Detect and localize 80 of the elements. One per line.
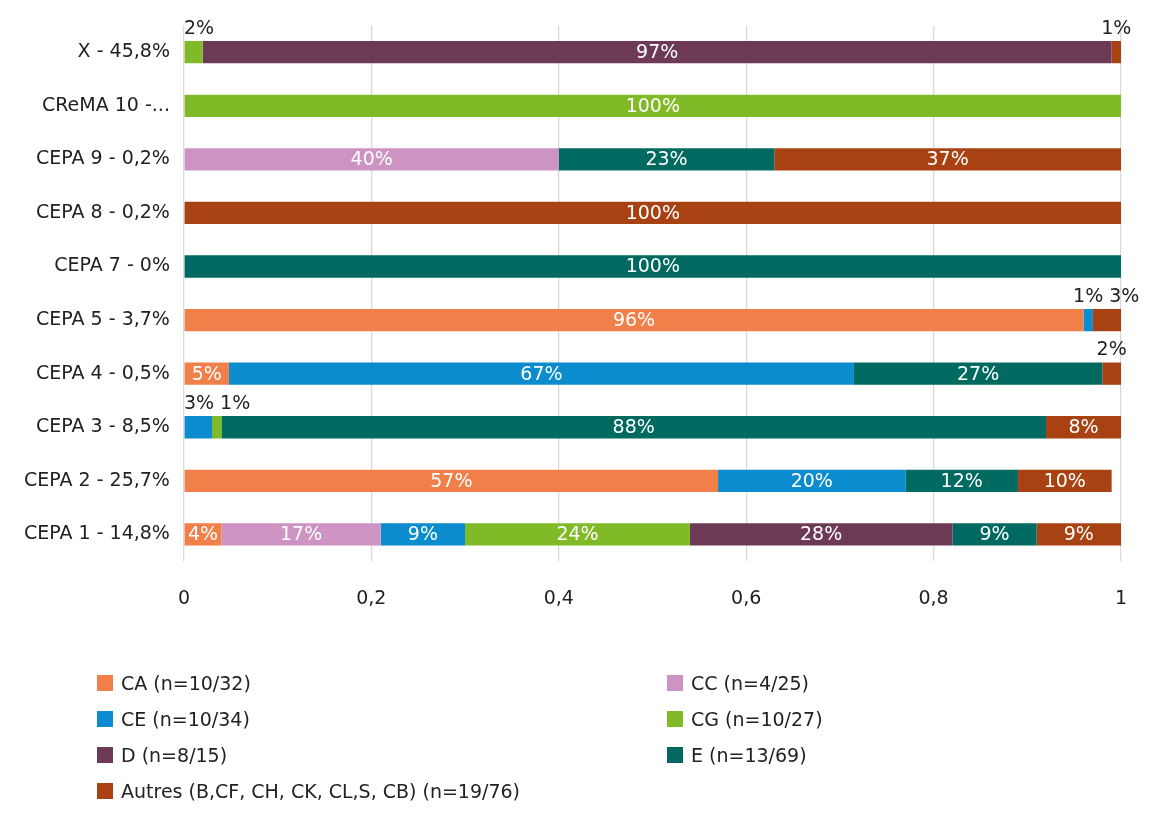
x-tick-label: 0 — [177, 585, 190, 608]
bar — [1083, 308, 1093, 332]
x-tick-label: 0,8 — [918, 585, 949, 608]
bar — [184, 94, 1121, 117]
y-tick-label: CEPA 1 - 14,8% — [24, 521, 170, 544]
data-label: 88% — [612, 415, 655, 438]
bar — [202, 41, 1112, 64]
x-tick-label: 0,2 — [356, 585, 387, 608]
x-tick-label: 0,6 — [731, 585, 762, 608]
data-label: 10% — [1043, 468, 1086, 491]
y-tick-label: CReMA 10 -... — [42, 92, 170, 115]
legend-label: CA (n=10/32) — [121, 672, 251, 694]
legend-label: CG (n=10/27) — [691, 708, 823, 730]
legend-label: E (n=13/69) — [691, 744, 807, 766]
legend-label: D (n=8/15) — [121, 744, 228, 766]
bar — [184, 416, 213, 439]
data-label: 12% — [940, 468, 983, 491]
bar — [184, 41, 203, 64]
bar — [1102, 362, 1121, 385]
data-label: 5% — [191, 361, 222, 384]
bar — [221, 416, 1047, 439]
legend-label: Autres (B,CF, CH, CK, CL,S, CB) (n=19/76) — [121, 780, 521, 802]
data-label: 97% — [636, 40, 679, 63]
legend-label: CC (n=4/25) — [691, 672, 810, 694]
data-label: 1% — [1101, 15, 1132, 38]
bar — [689, 523, 953, 546]
data-label: 67% — [520, 361, 563, 384]
y-tick-label: CEPA 8 - 0,2% — [36, 199, 170, 222]
y-tick-label: CEPA 9 - 0,2% — [36, 146, 170, 169]
data-label: 2% — [183, 15, 215, 38]
y-tick-label: CEPA 4 - 0,5% — [36, 360, 170, 383]
data-label: 3% — [1109, 283, 1140, 306]
y-tick-label: CEPA 2 - 25,7% — [24, 467, 170, 490]
y-tick-label: CEPA 7 - 0% — [54, 253, 170, 276]
data-label: 1% — [1073, 283, 1104, 306]
data-label: 8% — [1068, 415, 1099, 438]
data-label: 37% — [926, 147, 969, 170]
data-label: 40% — [350, 147, 393, 170]
bar — [1111, 41, 1121, 64]
bar — [184, 201, 1121, 225]
data-label: 9% — [1063, 522, 1094, 545]
bar — [184, 148, 559, 171]
data-label: 23% — [645, 147, 688, 170]
data-label: 24% — [556, 522, 599, 545]
bar — [184, 308, 1084, 332]
data-label: 3% — [183, 391, 215, 414]
data-label: 20% — [790, 468, 833, 491]
x-tick-label: 0,4 — [543, 585, 574, 608]
bar — [718, 469, 906, 492]
bar — [184, 469, 719, 492]
legend-label: CE (n=10/34) — [121, 708, 250, 730]
data-label: 100% — [625, 200, 680, 223]
data-label: 100% — [625, 254, 680, 277]
bar — [228, 362, 854, 385]
y-tick-label: CEPA 3 - 8,5% — [36, 414, 170, 437]
bar — [853, 362, 1103, 385]
data-label: 1% — [220, 391, 251, 414]
bar — [1092, 308, 1121, 332]
data-label: 100% — [625, 93, 680, 116]
bar — [184, 255, 1121, 278]
data-label: 4% — [187, 522, 219, 545]
data-label: 28% — [800, 522, 843, 545]
bar — [465, 523, 690, 546]
bar — [380, 523, 466, 546]
data-label: 2% — [1096, 337, 1127, 360]
data-label: 96% — [612, 308, 656, 331]
data-label: 9% — [407, 522, 438, 545]
bar — [221, 523, 381, 546]
bar — [558, 148, 775, 171]
data-label: 27% — [956, 361, 1000, 384]
bar — [774, 148, 1121, 171]
data-label: 57% — [430, 468, 473, 491]
bar — [212, 416, 222, 439]
y-tick-label: CEPA 5 - 3,7% — [36, 307, 170, 330]
y-tick-label: X - 45,8% — [77, 39, 170, 62]
data-label: 9% — [979, 522, 1010, 545]
data-label: 17% — [279, 522, 323, 545]
bar — [1036, 523, 1121, 546]
x-tick-label: 1 — [1114, 585, 1128, 608]
bar — [952, 523, 1037, 546]
